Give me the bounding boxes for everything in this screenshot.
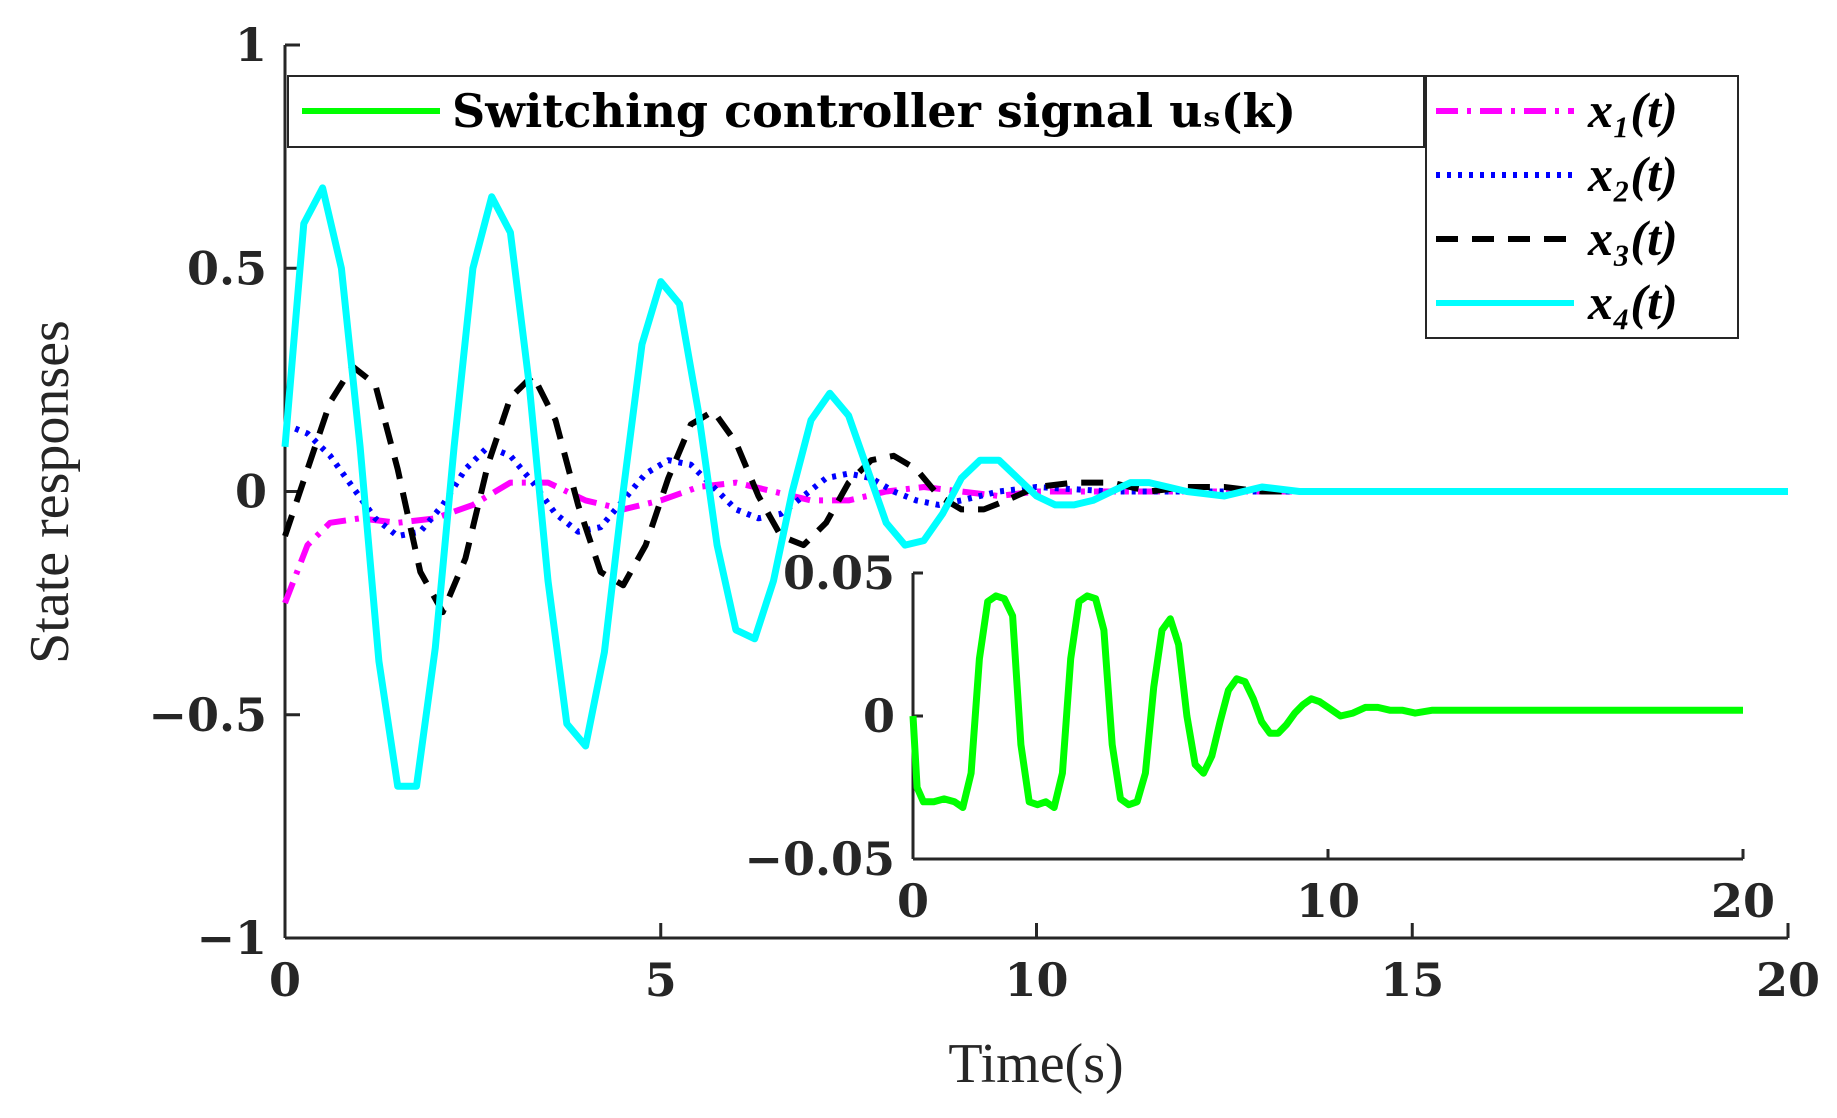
main-y-tick-label: −1: [196, 911, 267, 965]
inset-series-lines: [909, 592, 1743, 811]
main-x-ticks: 0 5 10 15 20: [269, 923, 1820, 1007]
legend-label-x4t: x₄(t): [1587, 274, 1678, 330]
legend-states: x₁(t) x₂(t) x₃(t) x₄(t): [1425, 75, 1739, 339]
series-x4t-line: [281, 184, 1788, 790]
series-x3t-line: [282, 363, 1788, 616]
series-x1t-line: [282, 479, 1788, 605]
main-x-axis-label: Time(s): [948, 1033, 1123, 1095]
legend-controller-label: Switching controller signal uₛ(k): [452, 84, 1296, 138]
main-series-lines: [281, 184, 1788, 790]
inset-y-tick-label: −0.05: [744, 832, 895, 886]
inset-y-tick-label: 0: [863, 689, 895, 743]
main-y-tick-label: −0.5: [148, 688, 267, 742]
main-y-tick-label: 0.5: [187, 241, 267, 295]
legend-label-x1t: x₁(t): [1587, 82, 1678, 138]
inset-background: [913, 573, 1743, 859]
main-x-tick-label: 5: [645, 953, 677, 1007]
main-y-ticks: −1 −0.5 0 0.5 1: [148, 18, 300, 965]
main-axes: 0 5 10 15 20 −1 −0.5 0 0.5 1 Time(s) State respo…: [19, 18, 1820, 1095]
main-x-tick-label: 0: [269, 953, 301, 1007]
series-usk-line: [909, 592, 1743, 811]
main-x-tick-label: 15: [1380, 953, 1444, 1007]
legend-controller: Switching controller signal uₛ(k): [287, 75, 1425, 148]
inset-x-tick-label: 0: [897, 874, 929, 928]
legend-states-box: [1425, 75, 1739, 339]
legend-controller-box: [287, 75, 1425, 148]
legend-states-items: x₁(t) x₂(t) x₃(t) x₄(t): [1436, 82, 1678, 330]
inset-x-tick-label: 20: [1711, 874, 1775, 928]
inset-x-ticks: 0 10 20: [897, 849, 1775, 928]
main-y-tick-label: 0: [235, 465, 267, 519]
inset-y-tick-label: 0.05: [783, 546, 895, 600]
main-y-tick-label: 1: [235, 18, 267, 72]
legend-label-x2t: x₂(t): [1587, 146, 1678, 202]
legend-label-x3t: x₃(t): [1587, 210, 1678, 266]
inset-x-tick-label: 10: [1296, 874, 1360, 928]
main-x-tick-label: 10: [1004, 953, 1068, 1007]
main-y-axis-label: State responses: [19, 320, 81, 664]
main-x-tick-label: 20: [1756, 953, 1820, 1007]
inset-y-ticks: −0.05 0 0.05: [744, 546, 923, 886]
